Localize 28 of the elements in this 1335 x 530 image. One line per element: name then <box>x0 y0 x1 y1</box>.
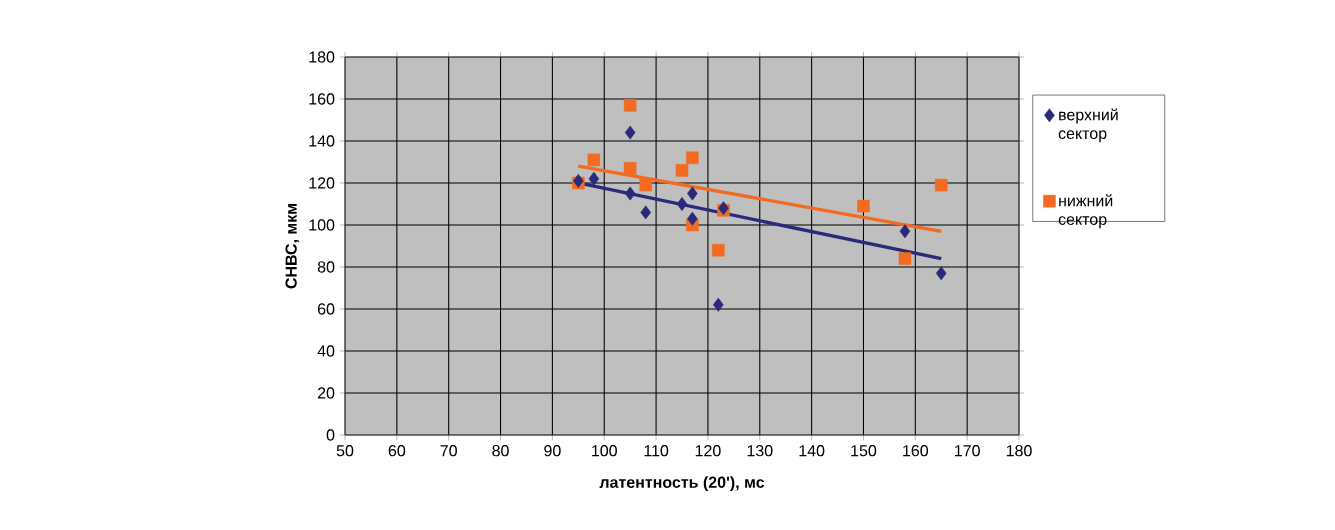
y-tick-label: 120 <box>309 177 335 189</box>
legend-label: нижний сектор <box>1058 194 1113 229</box>
y-tick-label: 80 <box>317 261 335 273</box>
y-tick-label: 20 <box>317 387 335 399</box>
x-tick-label: 170 <box>955 445 980 457</box>
x-tick-label: 80 <box>492 445 509 457</box>
x-tick-label: 120 <box>695 445 721 457</box>
x-tick-label: 110 <box>644 445 669 457</box>
x-axis-title: латентность (20'), мс <box>599 476 765 492</box>
x-tick-label: 70 <box>440 445 457 457</box>
legend-label: верхний сектор <box>1058 108 1118 143</box>
x-tick-label: 160 <box>903 445 929 457</box>
x-tick-label: 180 <box>1006 445 1032 457</box>
x-tick-label: 150 <box>851 445 877 457</box>
y-tick-label: 180 <box>309 51 335 63</box>
y-tick-label: 100 <box>309 219 335 231</box>
y-axis-title: СНВС, мкм <box>285 204 300 289</box>
x-tick-label: 90 <box>544 445 561 457</box>
y-tick-label: 160 <box>309 93 335 105</box>
y-tick-label: 60 <box>317 303 335 315</box>
x-tick-label: 100 <box>592 445 617 457</box>
x-tick-label: 130 <box>747 445 773 457</box>
x-tick-label: 60 <box>388 445 406 457</box>
x-tick-label: 50 <box>336 445 354 457</box>
y-tick-label: 0 <box>326 429 335 441</box>
x-tick-label: 140 <box>799 445 825 457</box>
y-tick-label: 40 <box>317 345 335 357</box>
y-tick-label: 140 <box>309 135 335 147</box>
